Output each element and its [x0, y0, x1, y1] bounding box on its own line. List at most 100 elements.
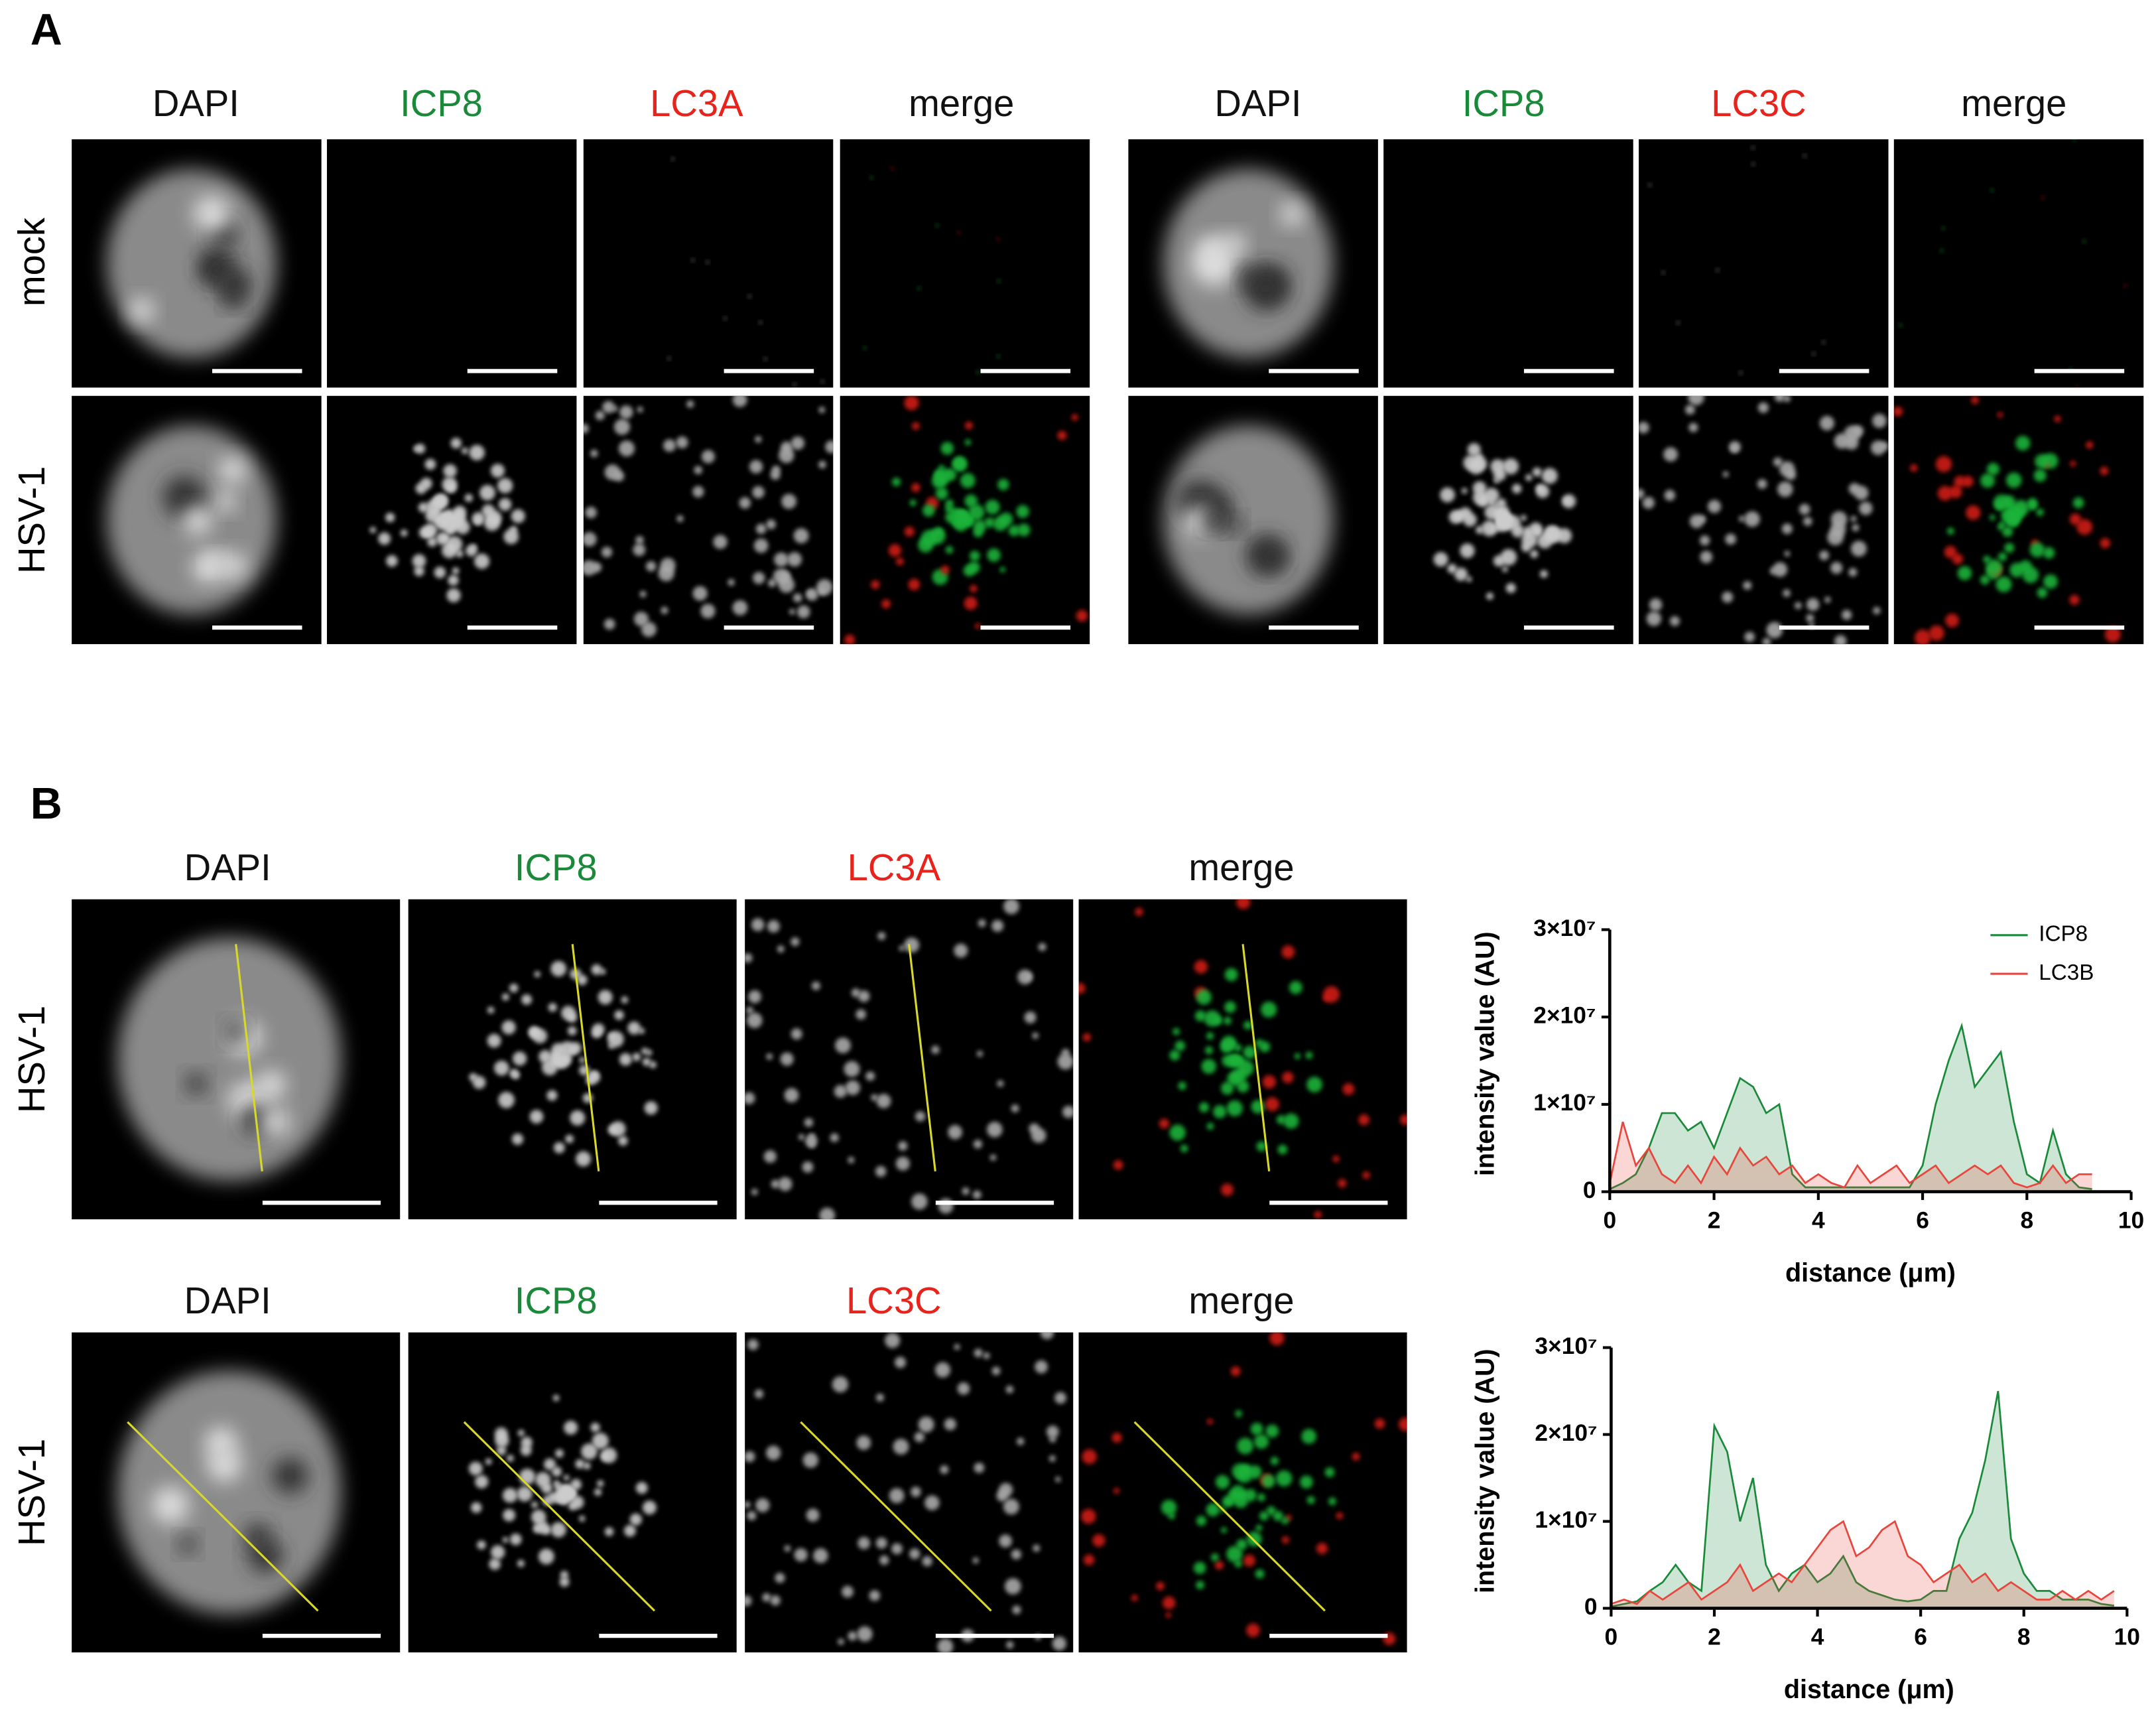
speckle: [498, 497, 512, 511]
speckle: [1556, 528, 1572, 544]
speckle: [1169, 1124, 1186, 1141]
speckle: [590, 449, 598, 458]
speckle: [1490, 459, 1505, 474]
micrograph: [1078, 1332, 1407, 1653]
speckle: [564, 1420, 578, 1435]
micrograph: [840, 395, 1090, 645]
speckle: [851, 988, 861, 998]
speckle: [1259, 1041, 1271, 1053]
speckle: [732, 600, 748, 616]
speckle: [1227, 1071, 1241, 1086]
speckle: [1266, 1506, 1276, 1516]
speckle: [619, 405, 633, 419]
speckle: [456, 550, 464, 558]
speckle: [1997, 523, 2005, 531]
speckle: [2100, 538, 2111, 549]
speckle: [997, 478, 1009, 491]
speckle: [1511, 484, 1522, 494]
speckle: [1055, 1477, 1061, 1483]
speckle: [1135, 907, 1143, 916]
speckle: [645, 561, 657, 572]
speckle: [560, 1571, 568, 1579]
speckle: [1722, 591, 1734, 603]
speckle: [474, 553, 490, 569]
column-header: LC3A: [650, 82, 743, 124]
speckle: [1822, 340, 1826, 344]
speckle: [791, 436, 805, 450]
image-frame: [326, 139, 577, 388]
speckle: [424, 458, 436, 470]
speckle: [2005, 472, 2022, 488]
speckle: [1525, 474, 1533, 482]
micrograph: [72, 395, 322, 645]
speckle: [999, 566, 1006, 573]
speckle: [781, 494, 797, 509]
speckle: [546, 1090, 558, 1101]
speckle: [565, 1134, 574, 1144]
micrograph: [1383, 139, 1633, 388]
speckle: [1941, 226, 1945, 230]
speckle: [1995, 500, 2004, 509]
speckle: [1447, 563, 1457, 574]
x-tick-label: 8: [2017, 1624, 2031, 1650]
speckle: [2013, 499, 2029, 517]
speckle: [1243, 1021, 1253, 1030]
speckle: [2008, 514, 2019, 526]
speckle: [759, 320, 763, 324]
speckle: [747, 1510, 757, 1521]
micrograph: [745, 1332, 1074, 1653]
x-tick-label: 8: [2020, 1208, 2033, 1234]
speckle: [1033, 1544, 1041, 1552]
speckle: [1799, 503, 1810, 515]
speckle: [1061, 1049, 1070, 1057]
speckle: [637, 406, 643, 413]
speckle: [1196, 1581, 1205, 1590]
speckle: [594, 1488, 602, 1496]
speckle: [845, 1080, 860, 1096]
speckle: [804, 1134, 818, 1148]
speckle: [632, 1053, 641, 1061]
speckle: [1012, 1605, 1021, 1615]
x-tick-label: 10: [2118, 1208, 2144, 1234]
speckle: [1872, 413, 1887, 429]
speckle: [576, 974, 588, 986]
speckle: [1236, 1080, 1249, 1093]
speckle: [1501, 566, 1508, 572]
speckle: [1980, 473, 1996, 488]
nucleus: [1163, 168, 1334, 358]
speckle: [778, 1177, 793, 1191]
speckle: [784, 1088, 799, 1102]
speckle: [830, 1133, 839, 1142]
speckle: [834, 1085, 847, 1098]
speckle: [1521, 531, 1538, 548]
column-header: merge: [909, 82, 1014, 124]
column-header: LC3C: [846, 1280, 942, 1321]
speckle: [1240, 1463, 1252, 1475]
image-content: [1163, 168, 1334, 358]
speckle: [1046, 1425, 1059, 1438]
nucleus: [1163, 425, 1334, 615]
speckle: [940, 565, 950, 574]
speckle: [856, 1435, 871, 1450]
speckle: [1300, 1475, 1313, 1489]
profile-line: [463, 1421, 656, 1612]
speckle: [619, 1053, 632, 1066]
speckle: [1453, 510, 1465, 522]
speckle: [583, 1462, 591, 1470]
panel-label: B: [31, 779, 62, 828]
x-axis-title: distance (μm): [1785, 1258, 1956, 1288]
y-tick-label: 0: [1583, 1177, 1596, 1203]
speckle: [434, 566, 446, 578]
speckle: [1282, 1071, 1294, 1084]
speckle: [1688, 395, 1704, 406]
speckle: [1224, 968, 1238, 982]
speckle: [521, 1436, 533, 1449]
speckle: [1676, 321, 1680, 325]
speckle: [479, 485, 495, 501]
speckle: [443, 464, 457, 478]
speckle: [487, 1033, 501, 1048]
speckle: [950, 508, 957, 515]
speckle: [802, 1161, 814, 1173]
speckle: [1092, 1534, 1106, 1547]
micrograph: [1893, 395, 2144, 645]
